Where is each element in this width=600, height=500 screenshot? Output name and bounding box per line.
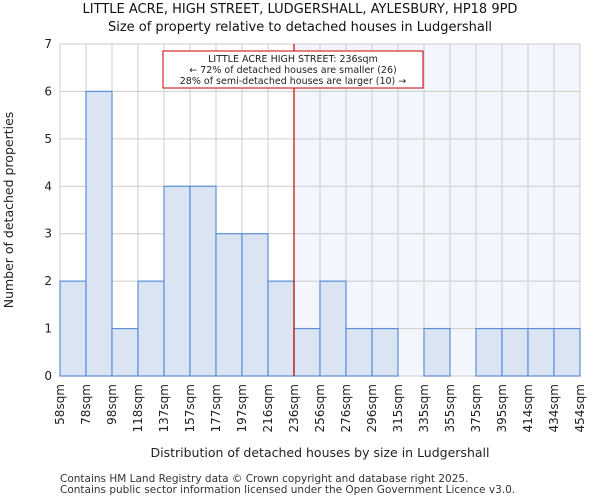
histogram-bar: [215, 233, 243, 377]
annotation-line: ← 72% of detached houses are smaller (26…: [189, 65, 396, 76]
annotation-line: LITTLE ACRE HIGH STREET: 236sqm: [208, 54, 378, 65]
histogram-bar: [241, 233, 269, 377]
y-tick-label: 6: [44, 84, 52, 98]
histogram-bar: [475, 327, 503, 377]
y-tick-label: 1: [44, 322, 52, 336]
chart-subtitle: Size of property relative to detached ho…: [107, 20, 493, 35]
y-tick-label: 4: [44, 179, 52, 193]
histogram-bar: [163, 185, 191, 377]
y-tick-label: 3: [44, 227, 52, 241]
histogram-bar: [345, 327, 373, 377]
annotation-box: [162, 50, 424, 89]
x-tick-label: 434sqm: [547, 384, 561, 432]
histogram-bar: [319, 280, 347, 377]
x-tick-label: 375sqm: [469, 384, 483, 432]
annotation-line: 28% of semi-detached houses are larger (…: [180, 76, 407, 87]
footer-line-1: Contains HM Land Registry data © Crown c…: [60, 473, 469, 485]
chart-title: LITTLE ACRE, HIGH STREET, LUDGERSHALL, A…: [82, 2, 518, 17]
histogram-bar: [85, 90, 113, 377]
histogram-bar: [111, 327, 139, 377]
x-tick-label: 315sqm: [391, 384, 405, 432]
x-tick-label: 216sqm: [261, 384, 275, 432]
histogram-bar: [59, 280, 87, 377]
x-tick-label: 197sqm: [235, 384, 249, 432]
y-tick-label: 7: [44, 37, 52, 51]
x-tick-label: 98sqm: [105, 384, 119, 425]
histogram-bar: [501, 327, 529, 377]
x-tick-label: 414sqm: [521, 384, 535, 432]
y-axis-label: Number of detached properties: [1, 112, 16, 309]
histogram-bar: [293, 327, 321, 377]
x-tick-label: 276sqm: [339, 384, 353, 432]
x-tick-label: 256sqm: [313, 384, 327, 432]
y-tick-label: 5: [44, 132, 52, 146]
x-tick-label: 118sqm: [131, 384, 145, 432]
x-tick-label: 137sqm: [157, 384, 171, 432]
x-tick-label: 395sqm: [495, 384, 509, 432]
x-axis-label: Distribution of detached houses by size …: [151, 445, 490, 460]
footer-line-2: Contains public sector information licen…: [60, 484, 516, 496]
histogram-bar: [137, 280, 165, 377]
x-tick-label: 78sqm: [79, 384, 93, 425]
histogram-bar: [527, 327, 555, 377]
y-tick-label: 0: [44, 369, 52, 383]
histogram-bar: [553, 327, 581, 377]
x-tick-label: 58sqm: [53, 384, 67, 425]
x-tick-label: 157sqm: [183, 384, 197, 432]
x-tick-label: 296sqm: [365, 384, 379, 432]
histogram-bar: [189, 185, 217, 377]
x-tick-label: 454sqm: [573, 384, 587, 432]
x-tick-label: 355sqm: [443, 384, 457, 432]
histogram-bar: [267, 280, 295, 377]
y-tick-label: 2: [44, 274, 52, 288]
x-tick-label: 236sqm: [287, 384, 301, 432]
x-tick-label: 177sqm: [209, 384, 223, 432]
x-tick-label: 335sqm: [417, 384, 431, 432]
histogram-bar: [371, 327, 399, 377]
histogram-bar: [423, 327, 451, 377]
